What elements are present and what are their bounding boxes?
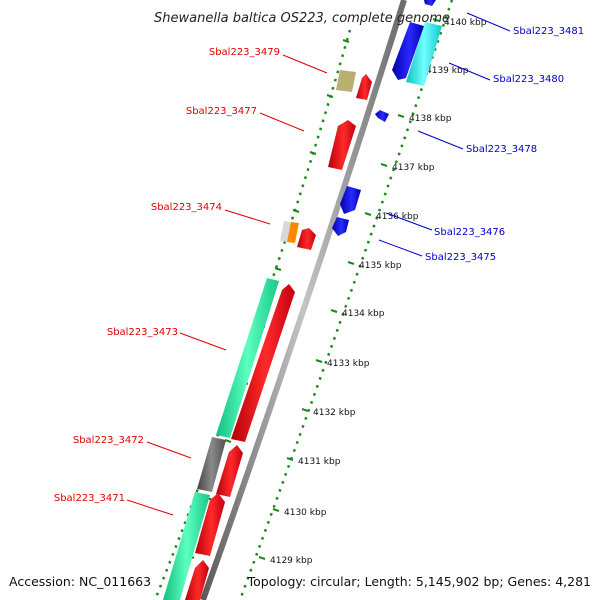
gene-sbal223-3480 — [392, 22, 424, 80]
accession-text: Accession: NC_011663 — [9, 574, 151, 589]
tick-mark — [301, 408, 309, 412]
minor-tick-mark — [274, 267, 282, 271]
tick-label: 4135 kbp — [359, 261, 402, 271]
gene-label: Sbal223_3478 — [466, 144, 537, 155]
gene-label: Sbal223_3480 — [493, 74, 564, 85]
label-leader-lines — [126, 12, 511, 516]
gene-label: Sbal223_3473 — [107, 327, 178, 338]
cog-box-sbal223-3474-gray — [280, 221, 291, 242]
cog-box-sbal223-3474-orange — [287, 222, 299, 243]
genome-backbone — [200, 0, 407, 600]
tick-mark — [315, 359, 323, 363]
tick-mark — [397, 114, 405, 118]
tick-label: 4129 kbp — [270, 556, 313, 566]
tick-label: 4138 kbp — [409, 114, 452, 124]
cog-bar-sbal223-3472 — [197, 437, 226, 492]
minor-tick-mark — [342, 39, 350, 43]
cog-bar-sbal223-3473 — [216, 278, 279, 438]
gene-sbal223-3477 — [328, 120, 356, 170]
tick-label: 4132 kbp — [313, 408, 356, 418]
gene-label: Sbal223_3475 — [425, 252, 496, 263]
minor-tick-mark — [309, 151, 317, 155]
gene-label: Sbal223_3476 — [434, 227, 505, 238]
tick-labels: 4129 kbp 4130 kbp 4131 kbp 4132 kbp 4133 kbp… — [270, 18, 487, 566]
tick-label: 4133 kbp — [327, 359, 370, 369]
minor-tick-mark — [224, 439, 232, 443]
cog-box-sbal223-3479 — [336, 70, 356, 92]
gene-label: Sbal223_3477 — [186, 106, 257, 117]
gene-label: Sbal223_3474 — [151, 202, 222, 213]
gene-sbal223-3478 — [375, 110, 389, 122]
tick-mark — [330, 309, 338, 313]
gene-label: Sbal223_3481 — [513, 26, 584, 37]
inner-dotted-track — [238, 0, 454, 600]
map-title: Shewanella baltica OS223, complete genom… — [154, 11, 450, 26]
tick-label: 4134 kbp — [342, 309, 385, 319]
tick-mark — [432, 18, 440, 22]
gene-label: Sbal223_3471 — [54, 493, 125, 504]
cog-bar-sbal223-3471 — [163, 492, 210, 600]
cog-track — [163, 22, 442, 600]
forward-genes — [185, 74, 372, 600]
tick-label: 4140 kbp — [444, 18, 487, 28]
gene-sbal223-3471 — [195, 493, 225, 556]
gene-label: Sbal223_3472 — [73, 435, 144, 446]
forward-gene-labels: Sbal223_3479 Sbal223_3477 Sbal223_3474 S… — [54, 47, 280, 504]
tick-label: 4139 kbp — [426, 66, 469, 76]
tick-mark — [347, 261, 355, 265]
tick-mark — [286, 457, 294, 461]
cog-bar-sbal223-3480 — [406, 22, 442, 86]
tick-mark — [364, 212, 372, 216]
tick-mark — [380, 163, 388, 167]
gene-sbal223-3470 — [185, 560, 209, 600]
gene-label: Sbal223_3479 — [209, 47, 280, 58]
minor-tick-mark — [326, 94, 334, 98]
gene-sbal223-3473 — [231, 284, 295, 442]
gene-sbal223-3479 — [356, 74, 372, 100]
tick-mark — [272, 508, 280, 512]
tick-label: 4137 kbp — [392, 163, 435, 173]
gene-sbal223-3472 — [216, 445, 243, 497]
gene-sbal223-3476 — [340, 186, 361, 214]
gene-sbal223-3475 — [332, 217, 349, 236]
reverse-gene-labels: Sbal223_3481 Sbal223_3480 Sbal223_3478 S… — [425, 26, 584, 263]
gene-sbal223-3481 — [424, 0, 436, 6]
tick-mark — [258, 556, 266, 560]
minor-tick-mark — [292, 209, 300, 213]
tick-label: 4130 kbp — [284, 508, 327, 518]
topology-text: Topology: circular; Length: 5,145,902 bp… — [247, 574, 591, 589]
gene-sbal223-3474 — [297, 228, 316, 250]
reverse-genes — [332, 0, 436, 236]
tick-label: 4131 kbp — [298, 457, 341, 467]
